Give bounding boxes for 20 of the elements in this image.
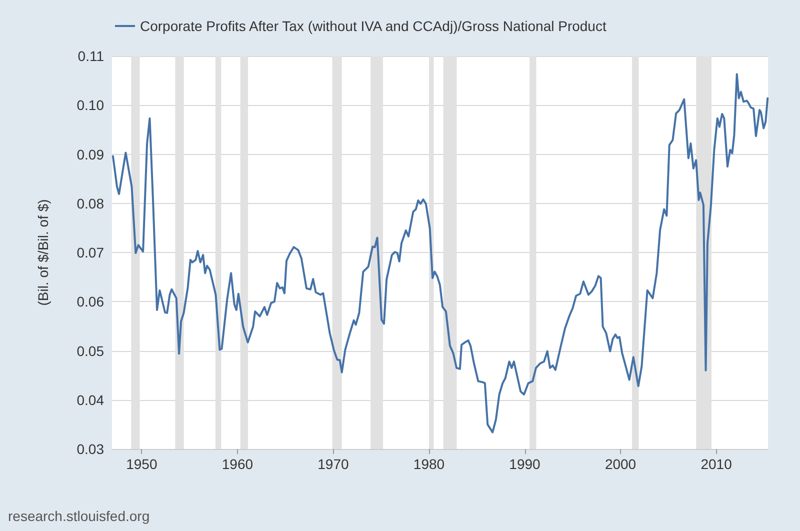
y-tick-label: 0.10 (76, 97, 104, 114)
x-tick-label: 2000 (604, 456, 636, 472)
x-tick-label: 1960 (222, 456, 254, 472)
y-tick-label: 0.03 (76, 441, 104, 457)
x-tick-label: 1970 (318, 456, 349, 472)
y-tick-label: 0.11 (78, 48, 104, 64)
y-tick-label: 0.09 (76, 146, 104, 162)
x-tick-label: 1950 (126, 456, 158, 472)
x-tick-label: 2010 (700, 456, 732, 472)
x-tick-label: 1990 (509, 456, 541, 472)
y-tick-label: 0.05 (76, 342, 104, 359)
y-tick-label: 0.08 (76, 195, 104, 212)
x-tick-label: 1980 (413, 456, 445, 472)
y-tick-label: 0.06 (76, 294, 104, 310)
text: research.stlouisfed.org (8, 508, 150, 524)
y-axis-title: (Bil. of $/Bil. of $) (35, 199, 51, 306)
y-tick-label: 0.04 (76, 392, 104, 408)
line-series (112, 73, 769, 434)
y-tick-label: 0.07 (76, 244, 104, 260)
legend-label: Corporate Profits After Tax (without IVA and CCAdj)/Gross National Product (140, 18, 606, 34)
